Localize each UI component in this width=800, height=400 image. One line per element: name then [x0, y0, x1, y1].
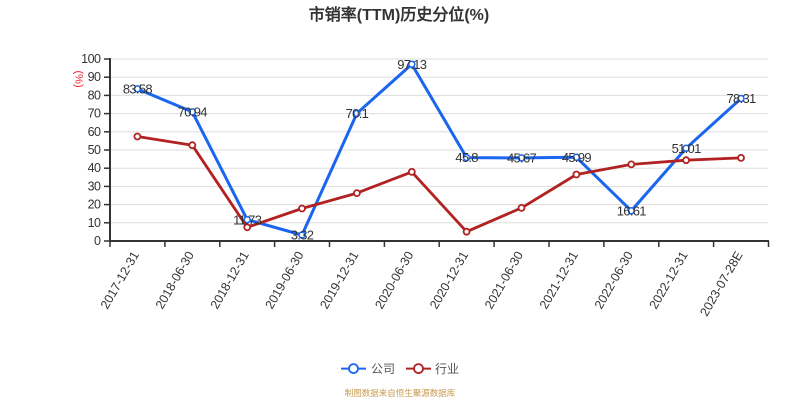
svg-text:20: 20	[88, 198, 101, 212]
svg-text:80: 80	[88, 88, 101, 102]
svg-text:2021-06-30: 2021-06-30	[482, 249, 526, 311]
svg-text:10: 10	[88, 216, 101, 230]
svg-text:45.67: 45.67	[507, 151, 537, 166]
svg-text:100: 100	[81, 52, 101, 66]
svg-text:行业: 行业	[435, 362, 459, 376]
svg-text:51.01: 51.01	[672, 141, 702, 156]
svg-text:45.99: 45.99	[562, 150, 592, 165]
svg-text:16.61: 16.61	[617, 203, 647, 218]
svg-text:(%): (%)	[73, 71, 85, 88]
svg-text:40: 40	[88, 161, 101, 175]
svg-text:50: 50	[88, 143, 101, 157]
svg-text:2020-06-30: 2020-06-30	[372, 249, 416, 311]
svg-text:2021-12-31: 2021-12-31	[537, 249, 581, 311]
svg-text:83.58: 83.58	[123, 82, 153, 97]
svg-text:2019-12-31: 2019-12-31	[317, 249, 361, 311]
svg-text:3.32: 3.32	[291, 228, 314, 243]
svg-text:2023-07-28E: 2023-07-28E	[697, 249, 745, 319]
svg-text:制图数据来自恒生聚源数据库: 制图数据来自恒生聚源数据库	[345, 388, 456, 398]
svg-text:78.31: 78.31	[726, 91, 756, 106]
svg-text:2020-12-31: 2020-12-31	[427, 249, 471, 311]
svg-text:45.8: 45.8	[455, 150, 478, 165]
svg-text:30: 30	[88, 179, 101, 193]
svg-text:2022-06-30: 2022-06-30	[592, 249, 636, 311]
svg-text:90: 90	[88, 70, 101, 84]
svg-text:70.94: 70.94	[178, 105, 208, 120]
svg-text:70: 70	[88, 107, 101, 121]
svg-text:60: 60	[88, 125, 101, 139]
svg-text:2018-12-31: 2018-12-31	[208, 249, 252, 311]
svg-text:0: 0	[94, 234, 101, 248]
svg-text:市销率(TTM)历史分位(%): 市销率(TTM)历史分位(%)	[309, 5, 489, 24]
svg-text:2017-12-31: 2017-12-31	[98, 249, 142, 311]
svg-text:11.73: 11.73	[233, 212, 262, 227]
svg-text:70.1: 70.1	[346, 106, 369, 121]
svg-text:2022-12-31: 2022-12-31	[647, 249, 691, 311]
svg-text:97.13: 97.13	[397, 57, 427, 72]
svg-text:公司: 公司	[371, 362, 395, 376]
svg-text:2018-06-30: 2018-06-30	[153, 249, 197, 311]
svg-text:2019-06-30: 2019-06-30	[262, 249, 306, 311]
